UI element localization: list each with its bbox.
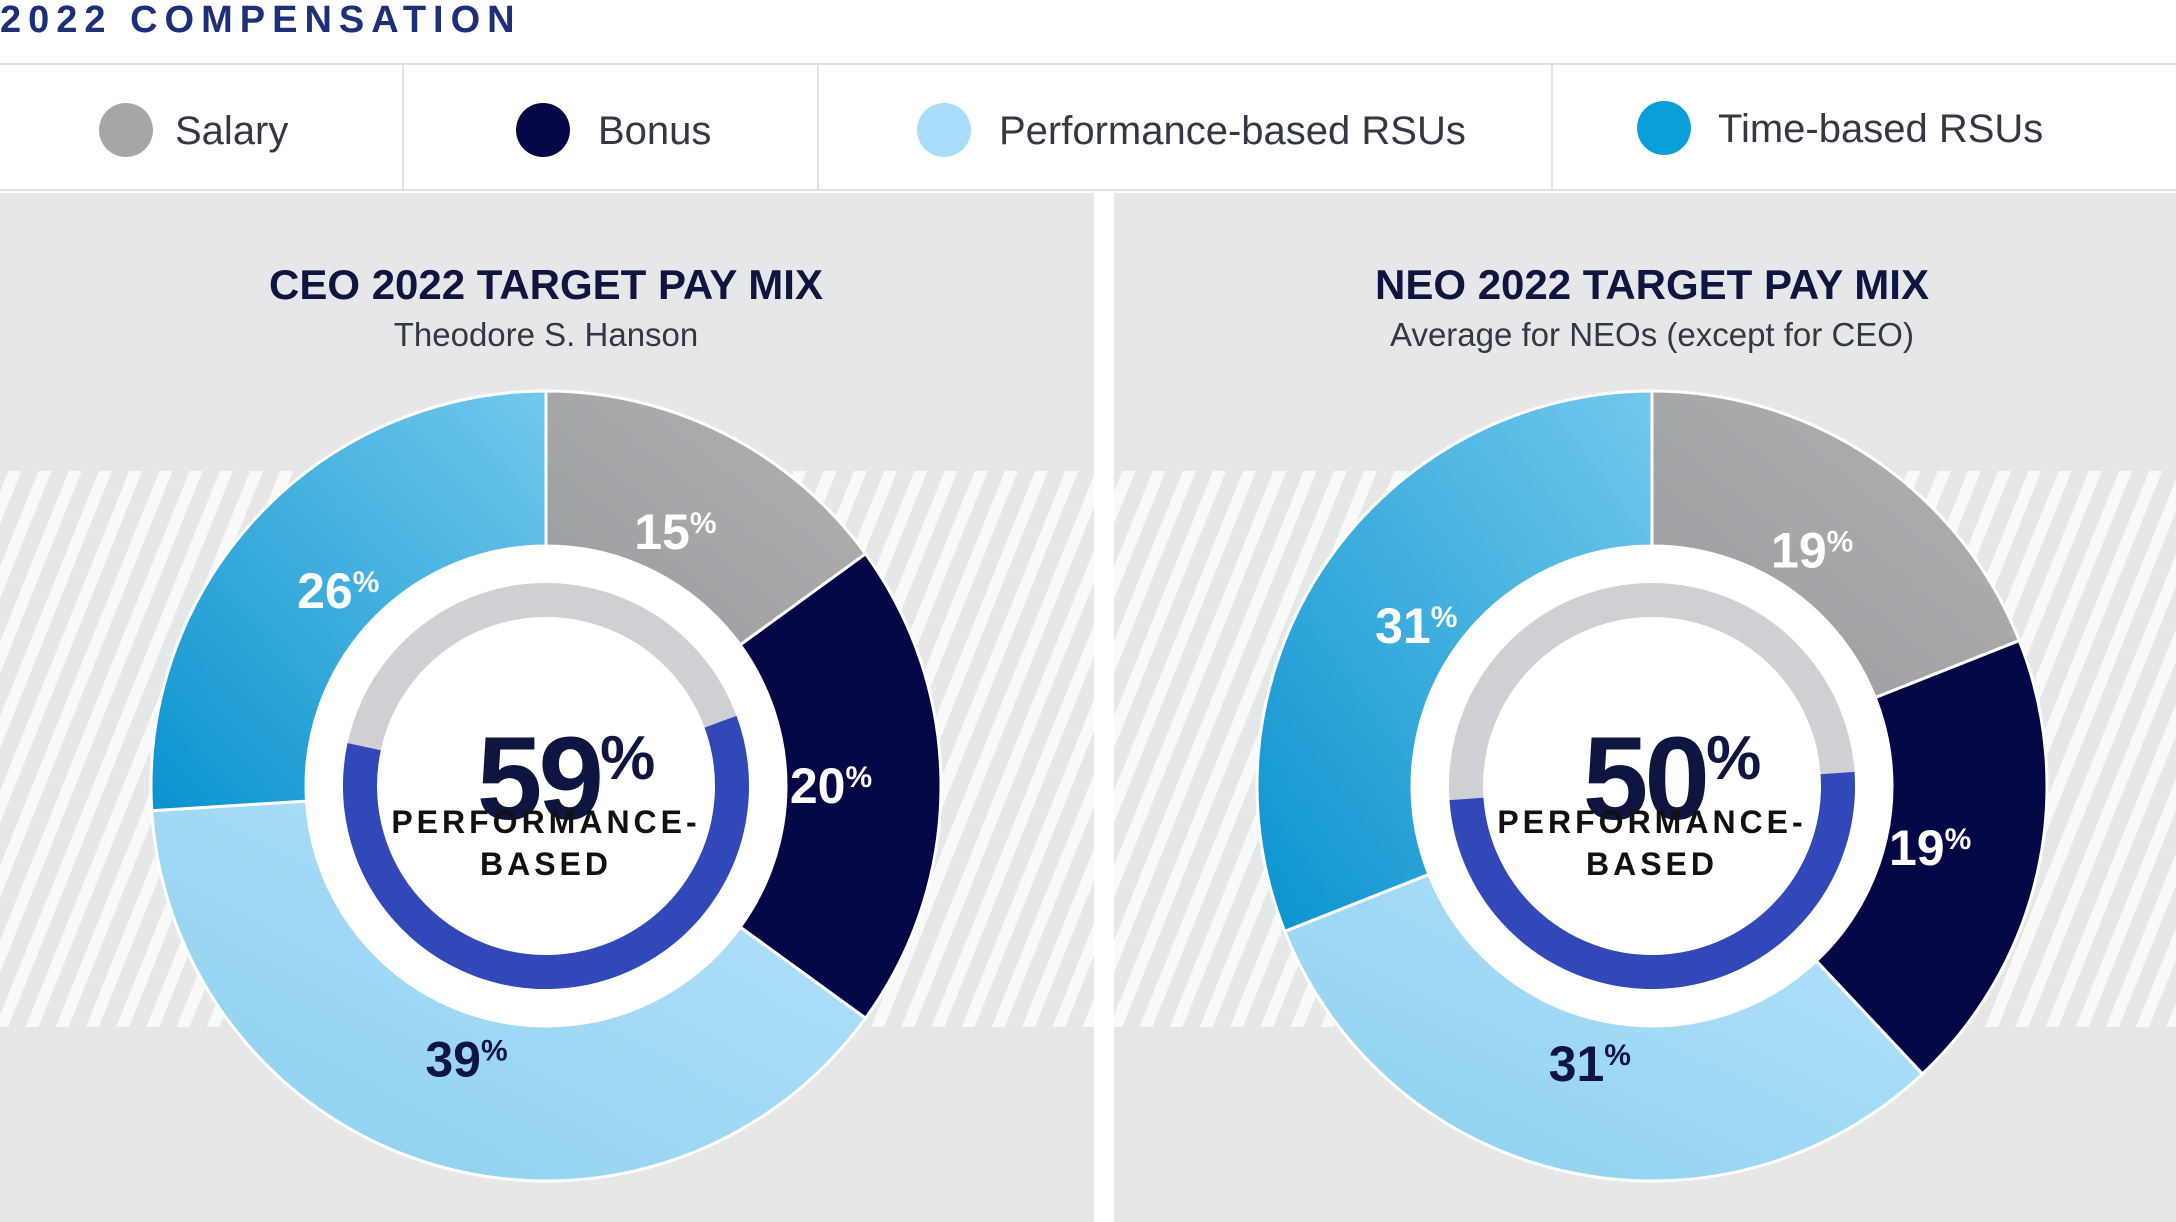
legend-swatch-bonus: [516, 103, 570, 157]
legend-label-bonus: Bonus: [598, 109, 712, 153]
center-ring-performance: [1449, 771, 1855, 989]
chart-subtitle: Theodore S. Hanson: [394, 316, 699, 353]
center-caption-line1: PERFORMANCE-: [391, 804, 700, 840]
legend-swatch-time-rsus: [1637, 101, 1691, 155]
center-caption-line2: BASED: [1586, 846, 1718, 882]
chart-title: NEO 2022 TARGET PAY MIX: [1375, 261, 1929, 308]
legend-item-salary: Salary: [0, 65, 402, 189]
center-value: 59%: [477, 713, 655, 845]
legend-swatch-salary: [99, 103, 153, 157]
legend-item-time-rsus: Time-based RSUs: [1551, 65, 2176, 189]
donut-chart-0: CEO 2022 TARGET PAY MIX Theodore S. Hanso…: [0, 261, 1094, 1183]
slice-label-performance-rsus: 31%: [1549, 1036, 1631, 1092]
page-title: 2022 COMPENSATION: [0, 0, 522, 41]
legend-label-salary: Salary: [175, 109, 289, 153]
slice-label-bonus: 19%: [1889, 820, 1971, 876]
center-caption-line2: BASED: [480, 846, 612, 882]
legend: Salary Bonus Performance-based RSUs Time…: [0, 63, 2176, 191]
slice-label-time-rsus: 31%: [1375, 598, 1457, 654]
legend-item-performance-rsus: Performance-based RSUs: [817, 65, 1551, 189]
legend-label-performance-rsus: Performance-based RSUs: [999, 109, 1466, 153]
legend-label-time-rsus: Time-based RSUs: [1718, 107, 2044, 151]
legend-item-bonus: Bonus: [402, 65, 817, 189]
center-value: 50%: [1583, 713, 1761, 845]
slice-label-time-rsus: 26%: [297, 563, 379, 619]
slice-label-salary: 15%: [634, 504, 716, 560]
slice-label-bonus: 20%: [790, 758, 872, 814]
chart-title: CEO 2022 TARGET PAY MIX: [269, 261, 823, 308]
ceo-pay-mix-panel: CEO 2022 TARGET PAY MIX Theodore S. Hanso…: [0, 193, 1094, 1222]
legend-swatch-performance-rsus: [917, 103, 971, 157]
slice-label-performance-rsus: 39%: [425, 1032, 507, 1088]
donut-chart-1: NEO 2022 TARGET PAY MIX Average for NEOs …: [1114, 261, 2176, 1183]
slice-label-salary: 19%: [1771, 522, 1853, 578]
center-ring-performance: [343, 715, 749, 989]
neo-pay-mix-panel: NEO 2022 TARGET PAY MIX Average for NEOs …: [1114, 193, 2176, 1222]
center-caption-line1: PERFORMANCE-: [1497, 804, 1806, 840]
chart-subtitle: Average for NEOs (except for CEO): [1390, 316, 1914, 353]
